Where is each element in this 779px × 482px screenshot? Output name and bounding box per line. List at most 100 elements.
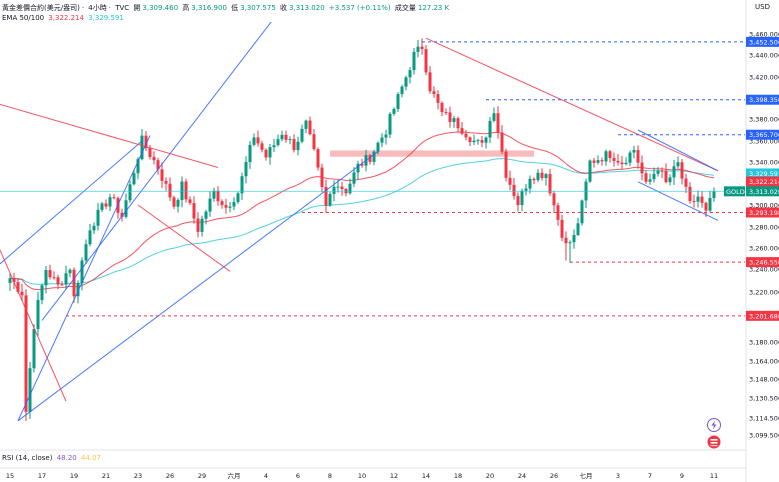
candle-body[interactable] (628, 152, 632, 163)
candle-body[interactable] (416, 46, 420, 52)
candle-body[interactable] (500, 132, 504, 152)
candle[interactable] (616, 153, 620, 166)
candle[interactable] (412, 47, 416, 75)
candle-body[interactable] (124, 200, 128, 217)
trendline[interactable] (41, 13, 278, 321)
candle[interactable] (132, 169, 136, 186)
price-label-badge[interactable] (746, 207, 779, 218)
candle[interactable] (476, 138, 480, 145)
plot-area[interactable] (0, 13, 745, 422)
candle[interactable] (52, 271, 56, 280)
candle[interactable] (300, 124, 304, 144)
candle[interactable] (84, 239, 88, 265)
candle[interactable] (536, 169, 540, 182)
candle[interactable] (44, 265, 48, 294)
candle-body[interactable] (516, 195, 520, 206)
price-label-badge[interactable] (746, 129, 779, 140)
candle[interactable] (56, 274, 60, 290)
candle-body[interactable] (384, 134, 388, 138)
candle-body[interactable] (32, 329, 36, 369)
candle[interactable] (196, 212, 200, 238)
candle[interactable] (524, 183, 528, 196)
trendline[interactable] (137, 204, 231, 272)
candle-body[interactable] (440, 102, 444, 113)
candle-body[interactable] (580, 200, 584, 224)
candle-body[interactable] (52, 277, 56, 279)
candle[interactable] (420, 38, 424, 55)
candle-body[interactable] (260, 143, 264, 150)
candle[interactable] (424, 45, 428, 76)
candle[interactable] (236, 191, 240, 204)
candle-body[interactable] (624, 162, 628, 165)
candle-body[interactable] (496, 113, 500, 133)
candle[interactable] (548, 168, 552, 196)
candle[interactable] (580, 199, 584, 226)
candle[interactable] (240, 172, 244, 201)
candle[interactable] (304, 119, 308, 134)
candle[interactable] (68, 268, 72, 278)
candle[interactable] (312, 129, 316, 151)
candle-body[interactable] (356, 163, 360, 173)
candle[interactable] (172, 195, 176, 210)
candle[interactable] (104, 199, 108, 210)
candle-body[interactable] (28, 368, 32, 412)
candle[interactable] (60, 281, 64, 286)
candle[interactable] (8, 273, 12, 291)
candle-body[interactable] (336, 186, 340, 188)
candle[interactable] (40, 283, 44, 305)
candle-body[interactable] (60, 284, 64, 286)
candle[interactable] (320, 163, 324, 193)
candle[interactable] (612, 152, 616, 167)
candle[interactable] (512, 178, 516, 200)
candle[interactable] (552, 190, 556, 213)
candle-body[interactable] (572, 234, 576, 243)
candle-body[interactable] (240, 176, 244, 194)
candle-body[interactable] (24, 295, 28, 412)
candle[interactable] (472, 134, 476, 146)
candle-body[interactable] (660, 170, 664, 172)
candle-body[interactable] (472, 140, 476, 143)
candle[interactable] (296, 136, 300, 156)
candle-body[interactable] (348, 183, 352, 194)
candle[interactable] (568, 240, 572, 263)
candle[interactable] (140, 128, 144, 161)
candle[interactable] (72, 267, 76, 303)
alert-flag-icon[interactable] (706, 434, 722, 450)
candle[interactable] (624, 157, 628, 166)
candle-body[interactable] (664, 170, 668, 183)
candle-body[interactable] (656, 170, 660, 174)
candle-body[interactable] (684, 178, 688, 187)
candle[interactable] (200, 215, 204, 237)
candle-body[interactable] (480, 140, 484, 143)
candle-body[interactable] (528, 178, 532, 189)
candle[interactable] (100, 201, 104, 213)
candle-body[interactable] (232, 202, 236, 207)
rsi-legend[interactable]: RSI (14, close) 48.20 44.07 (2, 454, 103, 462)
candle[interactable] (88, 223, 92, 247)
candle[interactable] (408, 66, 412, 84)
candle[interactable] (556, 202, 560, 226)
candle[interactable] (80, 257, 84, 291)
candle[interactable] (676, 156, 680, 169)
price-label-badge[interactable] (746, 176, 779, 187)
candle[interactable] (600, 157, 604, 166)
candle-body[interactable] (700, 196, 704, 203)
candle-body[interactable] (552, 193, 556, 206)
candle[interactable] (444, 108, 448, 115)
candle-body[interactable] (120, 212, 124, 217)
trendline[interactable] (0, 140, 143, 283)
candle-body[interactable] (636, 150, 640, 163)
candle[interactable] (372, 149, 376, 166)
candle-body[interactable] (252, 137, 256, 145)
candle[interactable] (352, 167, 356, 188)
candle-body[interactable] (248, 144, 252, 163)
candle[interactable] (268, 143, 272, 165)
candle[interactable] (520, 188, 524, 212)
candle[interactable] (392, 107, 396, 116)
price-label-badge[interactable] (746, 257, 779, 268)
currency-label[interactable]: USD (755, 3, 770, 11)
candle-body[interactable] (576, 223, 580, 235)
candle[interactable] (96, 202, 100, 231)
candle-body[interactable] (400, 86, 404, 95)
candle-body[interactable] (372, 151, 376, 162)
